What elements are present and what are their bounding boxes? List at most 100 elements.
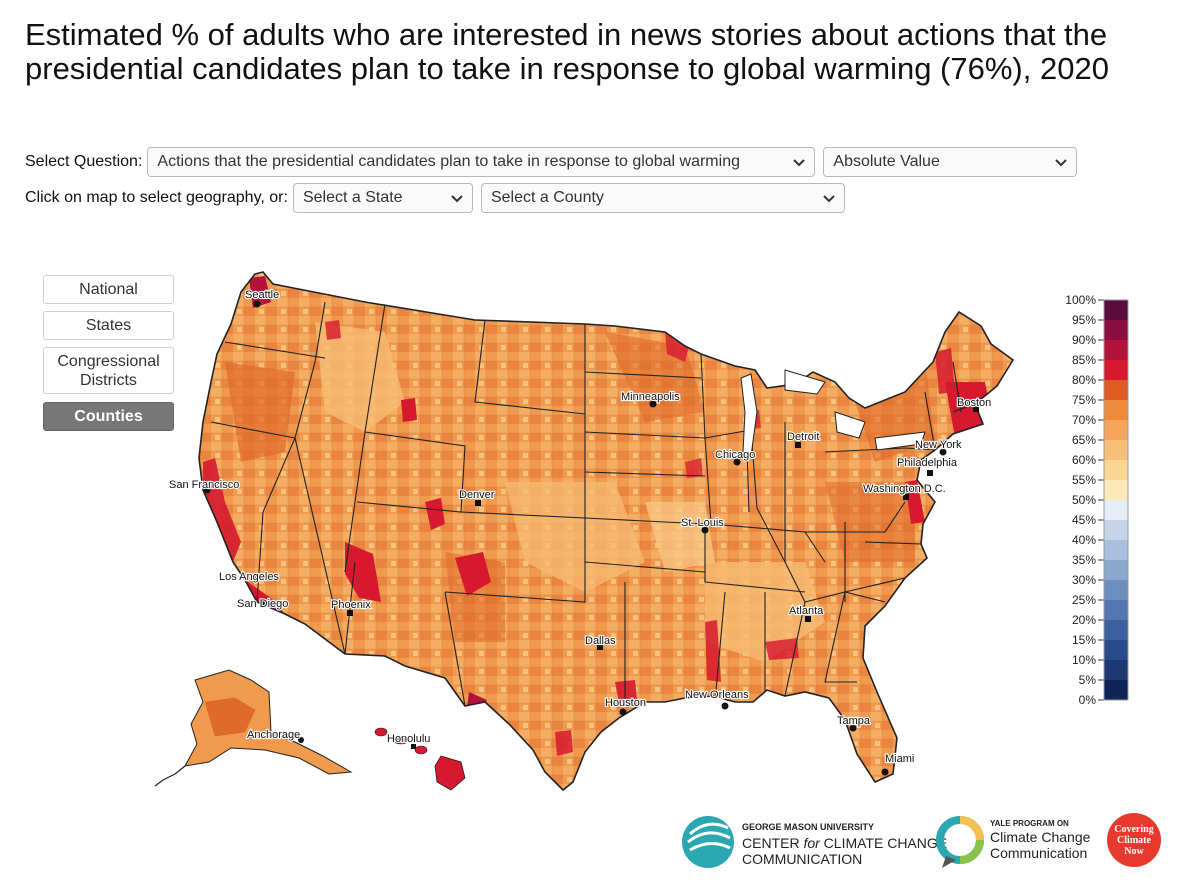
contiguous-us[interactable] (198, 271, 1014, 791)
legend-tick-label: 35% (1072, 553, 1096, 567)
alaska[interactable] (154, 669, 353, 787)
legend-tick-label: 65% (1072, 433, 1096, 447)
chevron-down-icon (823, 195, 835, 203)
svg-text:New York: New York (915, 439, 962, 451)
question-select-value: Actions that the presidential candidates… (157, 153, 740, 170)
us-county-map[interactable]: Seattle San Francisco Los Angeles San Di… (145, 262, 1055, 802)
svg-text:Dallas: Dallas (585, 635, 616, 647)
legend-tick-label: 45% (1072, 513, 1096, 527)
legend-tick-label: 30% (1072, 573, 1096, 587)
legend-swatch (1104, 420, 1128, 440)
city-phoenix: Phoenix (330, 598, 372, 616)
city-denver: Denver (458, 488, 496, 506)
hawaii[interactable] (374, 727, 466, 791)
gmu-logo: GEORGE MASON UNIVERSITY CENTER for CLIMA… (682, 816, 947, 868)
city-san-diego: San Diego (236, 597, 290, 611)
legend-tick-label: 40% (1072, 533, 1096, 547)
legend-swatch (1104, 440, 1128, 460)
legend-tick-label: 20% (1072, 613, 1096, 627)
legend-swatch (1104, 600, 1128, 620)
legend-tick-label: 75% (1072, 393, 1096, 407)
svg-text:Anchorage: Anchorage (247, 729, 300, 741)
svg-text:Denver: Denver (459, 489, 495, 501)
state-select[interactable]: Select a State (292, 183, 473, 213)
city-honolulu: Honolulu (386, 732, 432, 749)
legend-tick-label: 50% (1072, 493, 1096, 507)
legend-swatch (1104, 680, 1128, 700)
svg-text:Minneapolis: Minneapolis (621, 391, 680, 403)
city-washington-dc: Washington D.C. (862, 482, 947, 500)
legend-swatch (1104, 660, 1128, 680)
svg-text:Boston: Boston (957, 397, 991, 409)
city-detroit: Detroit (786, 430, 821, 448)
partner-logos: GEORGE MASON UNIVERSITY CENTER for CLIMA… (680, 808, 1170, 878)
congressional-districts-button[interactable]: Congressional Districts (43, 347, 174, 394)
svg-text:Los Angeles: Los Angeles (219, 571, 279, 583)
legend-swatch (1104, 580, 1128, 600)
yale-logo-line2: Communication (990, 845, 1087, 861)
counties-button[interactable]: Counties (43, 402, 174, 431)
display-select-value: Absolute Value (833, 153, 940, 170)
ccn-logo-line1: Covering (1114, 824, 1153, 835)
county-select[interactable]: Select a County (480, 183, 845, 213)
legend-tick-label: 90% (1072, 333, 1096, 347)
city-st-louis: St. Louis (680, 516, 725, 534)
legend-swatch (1104, 520, 1128, 540)
legend-tick-label: 80% (1072, 373, 1096, 387)
legend-svg: 100% 95% 90% 85% 80% 75% 70% 65% 60% 55% 50% 45% 40%… (1065, 293, 1129, 707)
legend-swatch (1104, 540, 1128, 560)
yale-logo-line1: Climate Change (990, 829, 1091, 845)
svg-text:Phoenix: Phoenix (331, 599, 371, 611)
legend-outline (1103, 299, 1129, 701)
city-chicago: Chicago (714, 448, 756, 466)
map-svg[interactable]: Seattle San Francisco Los Angeles San Di… (145, 262, 1055, 802)
legend-swatch (1104, 320, 1128, 340)
city-anchorage: Anchorage (246, 728, 304, 743)
legend-tick-label: 25% (1072, 593, 1096, 607)
svg-text:Detroit: Detroit (787, 431, 819, 443)
ccn-logo: Covering Climate Now (1107, 813, 1161, 867)
legend-tick-label: 10% (1072, 653, 1096, 667)
gmu-logo-middle: CENTER for CLIMATE CHANGE (742, 835, 947, 851)
county-select-value: Select a County (490, 189, 604, 206)
states-button[interactable]: States (43, 311, 174, 340)
city-philadelphia: Philadelphia (896, 456, 959, 476)
state-select-value: Select a State (302, 189, 403, 206)
city-houston: Houston (604, 696, 647, 716)
legend-tick-label: 70% (1072, 413, 1096, 427)
legend-swatch (1104, 480, 1128, 500)
city-seattle: Seattle (244, 288, 280, 308)
svg-text:Tampa: Tampa (837, 715, 871, 727)
color-legend: 100% 95% 90% 85% 80% 75% 70% 65% 60% 55% 50% 45% 40%… (1060, 292, 1140, 712)
question-select[interactable]: Actions that the presidential candidates… (147, 147, 816, 177)
legend-swatch (1104, 620, 1128, 640)
geography-row: Click on map to select geography, or: Se… (25, 183, 853, 213)
legend-swatch (1104, 640, 1128, 660)
legend-swatch (1104, 500, 1128, 520)
svg-text:Washington D.C.: Washington D.C. (863, 483, 946, 495)
svg-text:Miami: Miami (885, 753, 914, 765)
legend-tick-label: 100% (1065, 293, 1096, 307)
city-miami: Miami (881, 752, 915, 776)
legend-swatch (1104, 400, 1128, 420)
city-los-angeles: Los Angeles (218, 570, 281, 584)
svg-text:Philadelphia: Philadelphia (897, 457, 958, 469)
legend-tick-label: 60% (1072, 453, 1096, 467)
svg-text:San Diego: San Diego (237, 598, 288, 610)
geography-label: Click on map to select geography, or: (25, 189, 288, 206)
national-button[interactable]: National (43, 275, 174, 304)
city-minneapolis: Minneapolis (620, 390, 681, 408)
legend-tick-label: 5% (1079, 673, 1097, 687)
logos-svg: GEORGE MASON UNIVERSITY CENTER for CLIMA… (682, 813, 1161, 868)
svg-text:Honolulu: Honolulu (387, 733, 430, 745)
svg-text:Seattle: Seattle (245, 289, 279, 301)
chevron-down-icon (451, 195, 463, 203)
ccn-logo-line2: Climate (1117, 835, 1151, 846)
chevron-down-icon (1055, 159, 1068, 167)
display-select[interactable]: Absolute Value (823, 147, 1078, 177)
legend-tick-label: 0% (1079, 693, 1097, 707)
city-markers: Seattle San Francisco Los Angeles San Di… (168, 288, 992, 776)
svg-text:Atlanta: Atlanta (789, 605, 824, 617)
yale-logo: YALE PROGRAM ON Climate Change Communica… (936, 816, 1091, 868)
legend-tick-label: 85% (1072, 353, 1096, 367)
